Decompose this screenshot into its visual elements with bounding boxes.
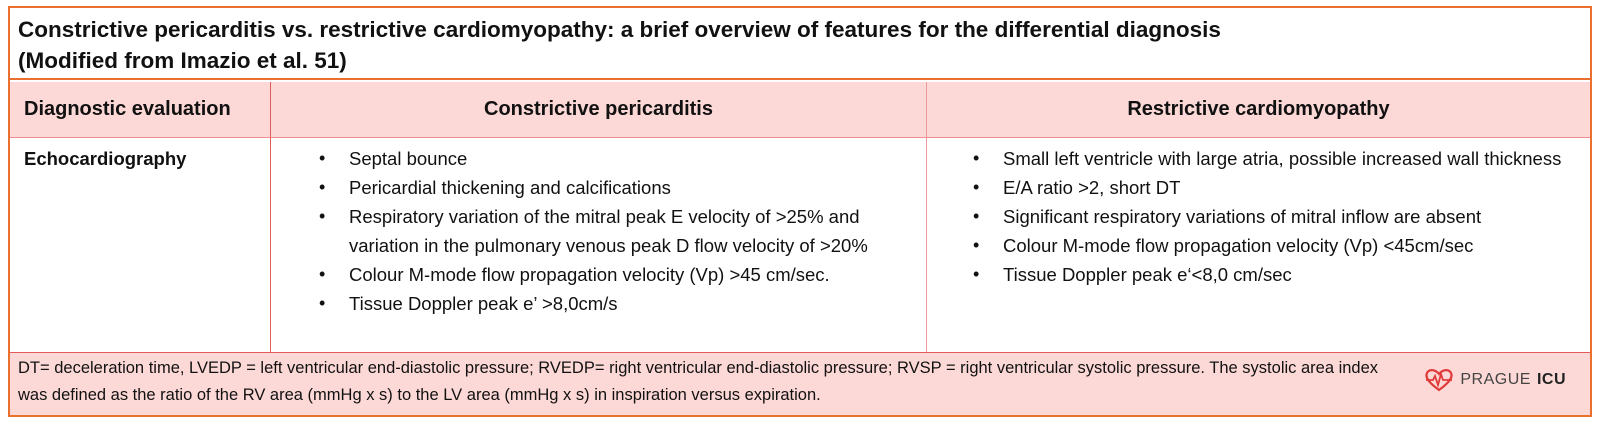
list-item: • Respiratory variation of the mitral pea… (271, 202, 926, 260)
title-line-1: Constrictive pericarditis vs. restrictiv… (18, 17, 1221, 42)
bullet-icon: • (319, 177, 326, 197)
bullet-icon: • (319, 206, 326, 226)
list-item: • Tissue Doppler peak e‘<8,0 cm/sec (927, 260, 1590, 289)
restrictive-features: • Small left ventricle with large atria, … (926, 138, 1590, 352)
list-item: • Septal bounce (271, 144, 926, 173)
bullet-icon: • (973, 148, 980, 168)
heart-pulse-icon (1425, 368, 1453, 391)
table-frame: Constrictive pericarditis vs. restrictiv… (8, 6, 1592, 417)
bullet-icon: • (319, 264, 326, 284)
list-item: • Small left ventricle with large atria, … (927, 144, 1590, 173)
bullet-icon: • (973, 235, 980, 255)
bullet-icon: • (319, 148, 326, 168)
list-item: • Colour M-mode flow propagation velocity… (927, 231, 1590, 260)
logo-bold: ICU (1536, 371, 1566, 388)
table-footnote: DT= deceleration time, LVEDP = left vent… (10, 352, 1590, 415)
footnote-line-1: DT= deceleration time, LVEDP = left vent… (18, 359, 1379, 377)
logo-name: PRAGUE (1460, 371, 1531, 388)
bullet-icon: • (973, 264, 980, 284)
list-item: • Pericardial thickening and calcificatio… (271, 173, 926, 202)
table-title: Constrictive pericarditis vs. restrictiv… (10, 8, 1590, 80)
constrictive-features: • Septal bounce • Pericardial thickening a… (270, 138, 926, 352)
row-label-echocardiography: Echocardiography (10, 138, 270, 352)
list-item: • Colour M-mode flow propagation velocity… (271, 260, 926, 289)
header-constrictive-pericarditis: Constrictive pericarditis (270, 82, 926, 138)
bullet-icon: • (973, 206, 980, 226)
bullet-icon: • (319, 293, 326, 313)
title-line-2: (Modified from Imazio et al. 51) (18, 48, 347, 73)
prague-icu-logo: PRAGUE ICU (1424, 366, 1566, 393)
header-restrictive-cardiomyopathy: Restrictive cardiomyopathy (926, 82, 1590, 138)
list-item: • Significant respiratory variations of m… (927, 202, 1590, 231)
list-item: • E/A ratio >2, short DT (927, 173, 1590, 202)
header-diagnostic-evaluation: Diagnostic evaluation (10, 82, 270, 138)
bullet-icon: • (973, 177, 980, 197)
footnote-line-2: was defined as the ratio of the RV area … (18, 386, 821, 404)
list-item: • Tissue Doppler peak e’ >8,0cm/s (271, 289, 926, 318)
